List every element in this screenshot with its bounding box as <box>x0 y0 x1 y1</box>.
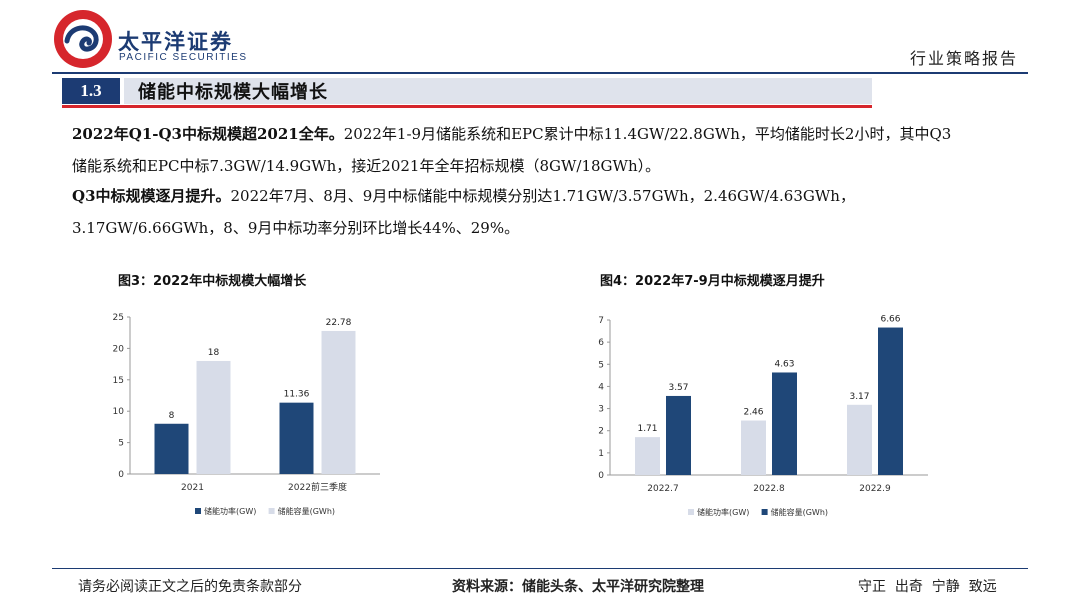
data-label: 2.46 <box>743 408 763 418</box>
section-number: 1.3 <box>80 81 102 100</box>
bar <box>321 330 356 474</box>
x-tick-label: 2022.9 <box>859 484 891 494</box>
footer-motto: 守正 出奇 宁静 致远 <box>858 579 997 595</box>
footer-source: 资料来源：储能头条、太平洋研究院整理 <box>452 579 704 595</box>
logo: 太平洋证券 PACIFIC SECURITIES <box>52 8 252 68</box>
bar <box>772 372 797 475</box>
data-label: 1.71 <box>637 424 657 434</box>
bar <box>847 404 872 475</box>
x-tick-label: 2021 <box>181 483 204 493</box>
legend-swatch <box>195 508 201 514</box>
paragraph-2-line2: 3.17GW/6.66GWh，8、9月中标功率分别环比增长44%、29%。 <box>72 219 520 237</box>
paragraph-2: Q3中标规模逐月提升。2022年7月、8月、9月中标储能中标规模分别达1.71G… <box>72 180 1052 244</box>
y-tick-label: 25 <box>113 313 124 323</box>
legend-label: 储能功率(GW) <box>204 506 256 516</box>
y-tick-label: 0 <box>118 470 124 480</box>
bar <box>154 423 189 474</box>
section-number-box: 1.3 <box>62 78 120 104</box>
legend-swatch <box>268 508 275 514</box>
x-tick-label: 2022.7 <box>647 484 679 494</box>
bar <box>635 437 660 475</box>
y-tick-label: 15 <box>113 376 124 386</box>
legend-label: 储能功率(GW) <box>697 507 749 517</box>
y-tick-label: 5 <box>118 439 124 449</box>
x-tick-label: 2022.8 <box>753 484 785 494</box>
paragraph-1-line1: 2022年1-9月储能系统和EPC累计中标11.4GW/22.8GWh，平均储能… <box>343 125 952 143</box>
bar <box>878 327 903 475</box>
data-label: 4.63 <box>774 359 794 369</box>
y-tick-label: 6 <box>598 338 604 348</box>
paragraph-1-line2: 储能系统和EPC中标7.3GW/14.9GWh，接近2021年全年招标规模（8G… <box>72 157 661 175</box>
section-underline <box>62 105 872 108</box>
section-title: 储能中标规模大幅增长 <box>138 82 328 103</box>
footer-rule <box>52 568 1028 569</box>
bar <box>279 402 314 474</box>
paragraph-1: 2022年Q1-Q3中标规模超2021全年。2022年1-9月储能系统和EPC累… <box>72 118 1052 182</box>
bar <box>666 395 691 475</box>
footer-disclaimer: 请务必阅读正文之后的免责条款部分 <box>78 579 302 595</box>
data-label: 3.57 <box>668 383 688 393</box>
y-tick-label: 1 <box>598 449 604 459</box>
bar <box>196 360 231 474</box>
figure-4-title: 图4：2022年7-9月中标规模逐月提升 <box>600 274 825 289</box>
y-tick-label: 5 <box>598 360 604 370</box>
report-type: 行业策略报告 <box>909 49 1018 68</box>
legend-label: 储能容量(GWh) <box>278 506 335 516</box>
data-label: 11.36 <box>284 390 310 400</box>
y-tick-label: 0 <box>598 471 604 481</box>
brand-name-en: PACIFIC SECURITIES <box>119 52 248 63</box>
brand-name-cn: 太平洋证券 <box>118 30 233 54</box>
data-label: 8 <box>169 411 175 421</box>
paragraph-2-line1: 2022年7月、8月、9月中标储能中标规模分别达1.71GW/3.57GWh，2… <box>230 187 855 205</box>
header-rule <box>52 72 1028 74</box>
y-tick-label: 20 <box>113 344 125 354</box>
y-tick-label: 7 <box>598 316 604 326</box>
data-label: 18 <box>208 348 220 358</box>
y-tick-label: 2 <box>598 427 604 437</box>
y-tick-label: 3 <box>598 405 604 415</box>
figure-3-title: 图3：2022年中标规模大幅增长 <box>118 274 307 289</box>
data-label: 22.78 <box>326 318 352 328</box>
data-label: 3.17 <box>849 392 869 402</box>
bar <box>741 420 766 475</box>
section-title-box: 储能中标规模大幅增长 <box>124 78 872 104</box>
data-label: 6.66 <box>880 315 900 325</box>
paragraph-1-lead: 2022年Q1-Q3中标规模超2021全年。 <box>72 125 344 143</box>
y-tick-label: 4 <box>598 382 604 392</box>
paragraph-2-lead: Q3中标规模逐月提升。 <box>72 187 231 205</box>
legend-swatch <box>761 509 768 515</box>
chart-figure-3: 0 5 10 15 20 25 8 18 2021 11.36 22.78 2022前三季度储能功率(… <box>113 313 380 516</box>
y-tick-label: 10 <box>113 407 125 417</box>
legend-label: 储能容量(GWh) <box>771 507 828 517</box>
legend-swatch <box>688 509 694 515</box>
x-tick-label: 2022前三季度 <box>288 481 347 493</box>
chart-figure-4: 0 1 2 3 4 5 6 7 1.71 3.57 2022.7 2.46 4.63 2022.8 3.17… <box>598 315 928 517</box>
pacific-logo-icon <box>54 10 112 68</box>
